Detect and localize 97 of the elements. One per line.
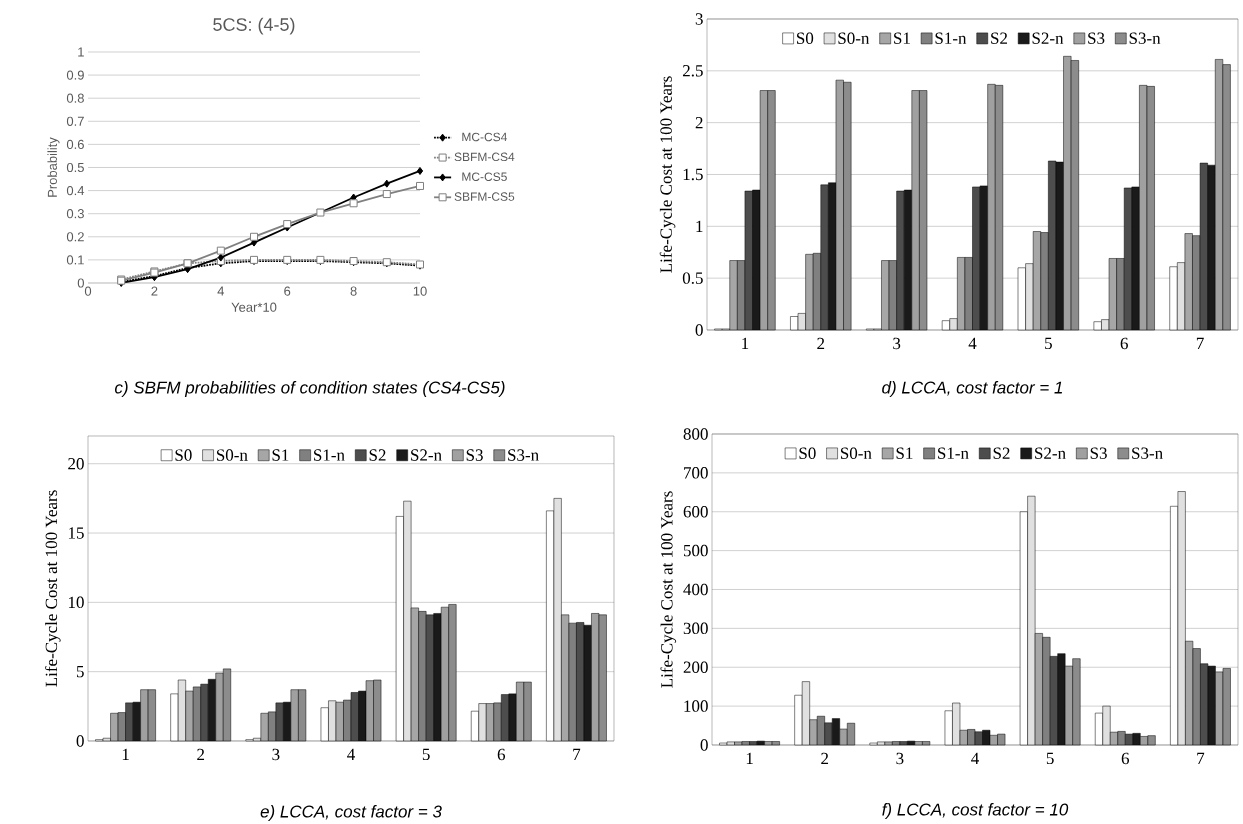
legend-label: MC-CS5 [462,172,507,181]
y-tick-label: 0 [695,324,703,336]
legend-label: SBFM-CS4 [454,152,515,162]
legend-label: S0 [175,449,192,461]
x-axis-title: Year*10 [231,302,277,312]
x-tick-label: 7 [1197,752,1205,764]
x-tick-label: 1 [746,752,753,765]
y-tick-label: 100 [684,700,708,712]
y-tick-label: 0 [77,278,84,288]
y-tick-label: 2.5 [682,65,703,77]
x-tick-label: 2 [821,752,829,765]
x-tick-label: 1 [742,337,749,350]
legend-label: S3-n [1129,32,1161,44]
y-tick-label: 800 [683,428,708,440]
x-tick-label: 5 [1046,752,1054,765]
y-tick-label: 20 [68,457,84,470]
legend-label: S2 [991,32,1008,44]
x-tick-label: 1 [122,748,129,761]
x-tick-label: 4 [971,752,979,764]
y-tick-label: 0.5 [66,162,84,173]
legend-label: S0 [797,32,814,44]
y-tick-label: 0.9 [66,70,84,80]
x-tick-label: 10 [413,286,427,296]
y-tick-label: 700 [684,467,708,479]
y-tick-label: 0.1 [66,255,84,265]
x-tick-label: 5 [1045,337,1052,350]
chart-title: 5CS: (4-5) [213,17,295,35]
legend-label: S0 [799,447,816,459]
y-axis-title: Probability [47,137,60,197]
y-tick-label: 3 [695,13,703,25]
legend-label: S0-n [216,449,248,461]
y-tick-label: 0.5 [682,272,703,284]
x-tick-label: 0 [84,286,92,296]
y-tick-label: 0.7 [66,116,84,126]
x-tick-label: 7 [573,748,581,760]
legend-label: S1 [272,449,289,461]
legend-label: S2-n [1035,447,1066,459]
y-tick-label: 300 [683,622,708,635]
legend-label: S1 [896,447,913,459]
x-tick-label: 7 [1196,337,1204,349]
legend-label: S2 [993,447,1010,459]
legend-label: S1-n [938,447,969,459]
text: e) LCCA, cost factor = 3 [260,805,442,821]
x-tick-label: 5 [422,748,430,761]
y-tick-label: 0 [76,735,84,747]
legend-label: S1-n [935,32,967,44]
x-tick-label: 4 [347,748,355,760]
x-tick-label: 2 [151,286,158,296]
text: c) SBFM probabilities of condition states (CS4-CS5) [114,381,505,397]
y-tick-label: 2 [695,117,703,129]
legend-label: S3-n [1132,447,1163,459]
x-tick-label: 6 [1121,752,1130,765]
legend-label: S3 [1090,447,1107,459]
y-tick-label: 1.5 [683,168,703,181]
legend-label: S2-n [1032,32,1064,44]
y-axis-title: Life-Cycle Cost at 100 Years [659,76,676,273]
x-tick-label: 6 [1120,337,1128,350]
y-tick-label: 0 [700,739,708,751]
legend-label: S2 [369,449,386,461]
y-tick-label: 0.3 [66,209,84,219]
x-tick-label: 6 [284,286,291,296]
x-tick-label: 3 [893,337,901,350]
x-tick-label: 4 [968,337,977,349]
y-tick-label: 500 [683,544,708,557]
legend-label: S1 [894,32,910,44]
legend-label: S3-n [508,449,539,461]
x-tick-label: 2 [197,748,205,761]
y-tick-label: 400 [683,583,708,596]
y-tick-label: 1 [696,220,703,232]
text: d) LCCA, cost factor = 1 [882,381,1062,397]
x-tick-label: 6 [497,748,506,761]
legend-label: S0-n [840,447,872,459]
x-tick-label: 2 [817,337,825,350]
x-tick-label: 4 [217,286,225,296]
legend-label: S0-n [838,32,870,44]
x-tick-label: 8 [350,286,357,296]
y-tick-label: 5 [76,666,84,678]
legend-label: MC-CS4 [462,132,508,142]
y-tick-label: 0.8 [66,93,84,103]
y-tick-label: 10 [68,596,84,609]
legend-label: S2-n [411,449,442,461]
y-tick-label: 15 [68,527,84,539]
text: f) LCCA, cost factor = 10 [882,803,1069,819]
y-axis-title: Life-Cycle Cost at 100 Years [660,491,677,688]
y-tick-label: 1 [78,47,84,57]
legend-label: S1-n [314,449,345,461]
legend-label: S3 [466,449,483,461]
y-tick-label: 0.4 [66,185,85,196]
y-tick-label: 0.2 [66,232,84,242]
y-tick-label: 0.6 [66,139,84,149]
y-tick-label: 600 [683,506,708,518]
y-tick-label: 200 [683,661,708,673]
legend-label: S3 [1088,32,1105,44]
legend-label: SBFM-CS5 [454,192,515,201]
x-tick-label: 3 [896,752,904,765]
y-axis-title: Life-Cycle Cost at 100 Years [44,490,61,687]
x-tick-label: 3 [272,748,280,761]
